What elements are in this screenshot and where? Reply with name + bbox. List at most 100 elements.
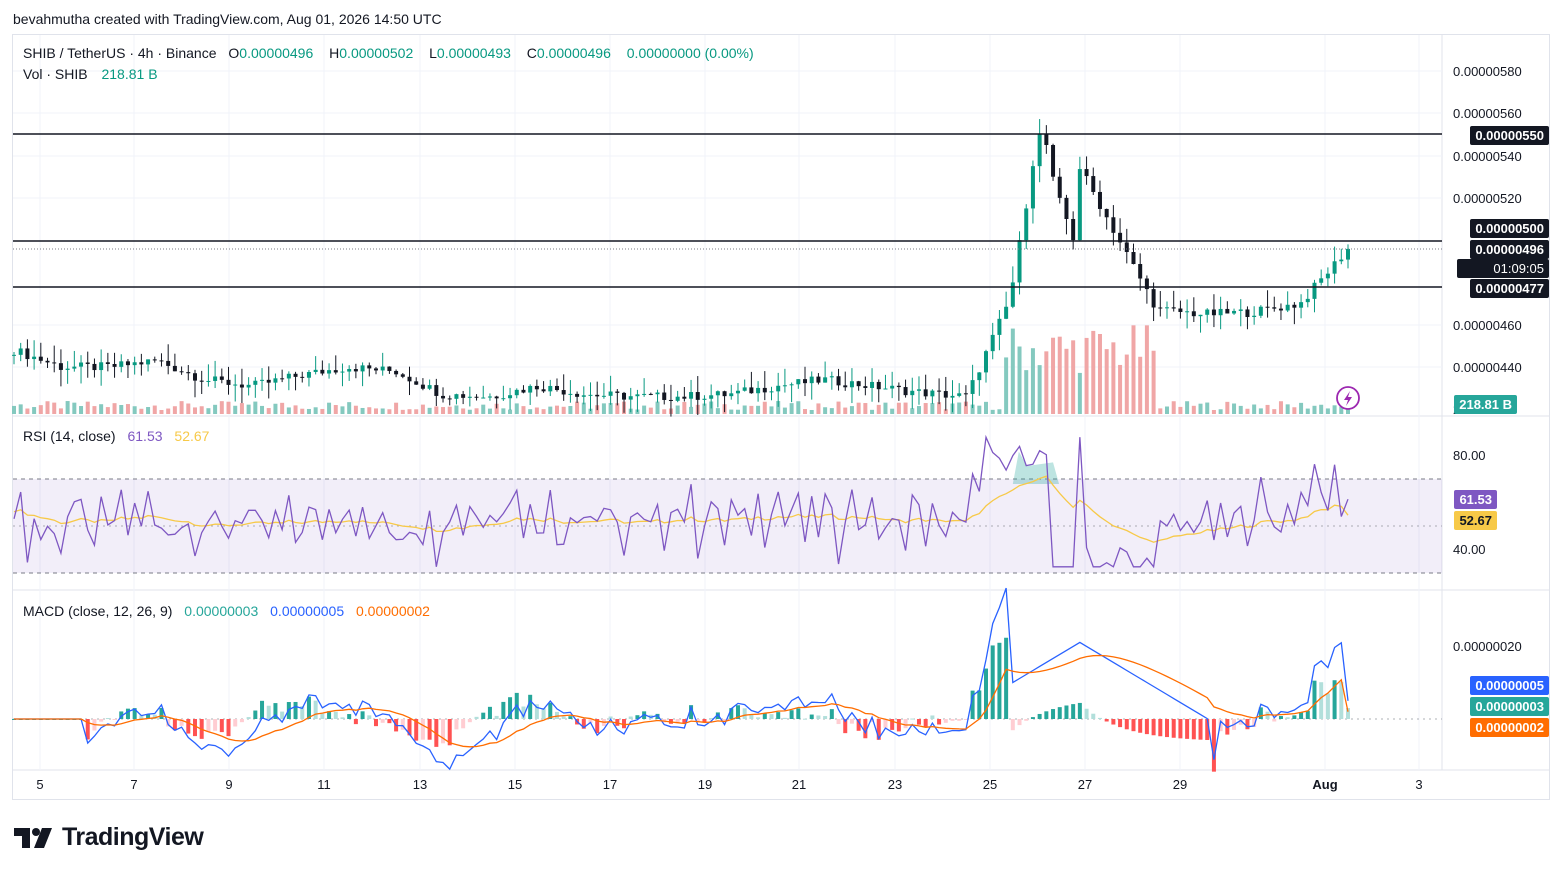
volume-bar bbox=[32, 407, 37, 414]
volume-bar bbox=[575, 401, 580, 414]
volume-bar bbox=[146, 407, 151, 414]
macd-histogram-bar bbox=[923, 719, 928, 727]
candle-body bbox=[152, 359, 157, 361]
candle-body bbox=[1044, 134, 1049, 145]
candle-body bbox=[662, 392, 667, 400]
symbol-title[interactable]: SHIB / TetherUS · 4h · Binance bbox=[23, 45, 217, 61]
volume-bar bbox=[843, 407, 848, 414]
volume-bar bbox=[58, 408, 63, 414]
candle-body bbox=[937, 390, 942, 392]
candle-body bbox=[192, 373, 197, 381]
volume-label: Vol · SHIB bbox=[23, 66, 88, 82]
rsi-ma-line bbox=[13, 475, 1349, 543]
macd-histogram-bar bbox=[1144, 719, 1149, 735]
volume-bar bbox=[548, 406, 553, 414]
rsi-badge: 61.53 bbox=[1454, 490, 1497, 509]
symbol-legend[interactable]: SHIB / TetherUS · 4h · Binance O0.000004… bbox=[23, 45, 758, 61]
volume-bar bbox=[1339, 406, 1344, 414]
volume-bar bbox=[796, 401, 801, 414]
volume-bar bbox=[963, 401, 968, 414]
candle-body bbox=[474, 396, 479, 398]
volume-bar bbox=[1044, 351, 1049, 414]
macd-histogram-bar bbox=[159, 708, 164, 719]
volume-bar bbox=[1024, 370, 1029, 414]
candle-body bbox=[648, 393, 653, 395]
candle-body bbox=[1071, 219, 1076, 241]
candle-body bbox=[789, 384, 794, 386]
candle-body bbox=[890, 385, 895, 389]
macd-histogram-bar bbox=[1332, 680, 1337, 719]
time-tick-label: 19 bbox=[698, 777, 712, 792]
volume-bar bbox=[1299, 402, 1304, 414]
candle-body bbox=[943, 391, 948, 398]
macd-histogram-bar bbox=[400, 719, 405, 730]
macd-legend[interactable]: MACD (close, 12, 26, 9) 0.00000003 0.000… bbox=[23, 603, 434, 619]
candle-body bbox=[206, 380, 211, 382]
volume-bar bbox=[454, 405, 459, 414]
close-label: C bbox=[526, 45, 537, 61]
created-with-text: bevahmutha created with TradingView.com,… bbox=[13, 11, 442, 27]
candle-body bbox=[977, 372, 982, 381]
candle-body bbox=[233, 384, 238, 386]
macd-histogram-bar bbox=[622, 719, 627, 729]
macd-histogram-bar bbox=[628, 716, 633, 719]
candle-body bbox=[85, 362, 90, 364]
macd-histogram-bar bbox=[340, 717, 345, 719]
tradingview-logo-icon bbox=[14, 827, 52, 848]
price-tick-label: 0.00000440 bbox=[1453, 360, 1522, 375]
volume-bar bbox=[360, 407, 365, 414]
candle-body bbox=[1057, 176, 1062, 198]
macd-histogram-bar bbox=[809, 714, 814, 719]
signal-line bbox=[14, 654, 1349, 748]
volume-bar bbox=[662, 409, 667, 414]
macd-histogram-bar bbox=[769, 714, 774, 719]
volume-bar bbox=[38, 405, 43, 414]
candle-body bbox=[1124, 242, 1129, 253]
volume-bar bbox=[1225, 401, 1230, 414]
volume-bar bbox=[65, 401, 70, 414]
volume-bar bbox=[487, 408, 492, 414]
candle-body bbox=[79, 362, 84, 367]
macd-histogram-bar bbox=[353, 719, 358, 725]
candle-body bbox=[367, 365, 372, 369]
macd-histogram-bar bbox=[689, 705, 694, 719]
candle-body bbox=[1118, 232, 1123, 243]
candle-body bbox=[1024, 208, 1029, 241]
volume-bar bbox=[541, 409, 546, 414]
volume-bar bbox=[367, 407, 372, 414]
volume-bar bbox=[1165, 406, 1170, 414]
macd-histogram-bar bbox=[796, 708, 801, 719]
volume-bar bbox=[970, 404, 975, 414]
candle-body bbox=[695, 392, 700, 400]
lightning-icon[interactable] bbox=[1336, 386, 1360, 410]
volume-bar bbox=[447, 406, 452, 414]
volume-bar bbox=[313, 407, 318, 414]
volume-legend[interactable]: Vol · SHIB 218.81 B bbox=[23, 66, 162, 82]
volume-bar bbox=[990, 409, 995, 414]
macd-histogram-bar bbox=[608, 716, 613, 719]
macd-histogram-bar bbox=[756, 717, 761, 719]
volume-bar bbox=[729, 409, 734, 414]
macd-histogram-bar bbox=[876, 719, 881, 740]
chart-frame[interactable] bbox=[12, 34, 1550, 800]
volume-bar bbox=[1278, 401, 1283, 414]
candle-body bbox=[494, 396, 499, 399]
macd-histogram-bar bbox=[487, 706, 492, 719]
candle-body bbox=[541, 389, 546, 392]
macd-histogram-bar bbox=[729, 708, 734, 719]
candle-body bbox=[286, 373, 291, 379]
volume-bar bbox=[1010, 328, 1015, 414]
candle-body bbox=[481, 397, 486, 399]
macd-histogram-bar bbox=[320, 713, 325, 719]
macd-histogram-bar bbox=[280, 711, 285, 719]
rsi-legend[interactable]: RSI (14, close) 61.53 52.67 bbox=[23, 428, 213, 444]
macd-label: MACD (close, 12, 26, 9) bbox=[23, 603, 173, 619]
volume-bar bbox=[1131, 325, 1136, 414]
candle-body bbox=[420, 384, 425, 389]
candle-body bbox=[146, 359, 151, 365]
volume-bar bbox=[870, 409, 875, 414]
candle-body bbox=[179, 371, 184, 373]
candle-body bbox=[916, 389, 921, 391]
volume-bar bbox=[601, 403, 606, 414]
